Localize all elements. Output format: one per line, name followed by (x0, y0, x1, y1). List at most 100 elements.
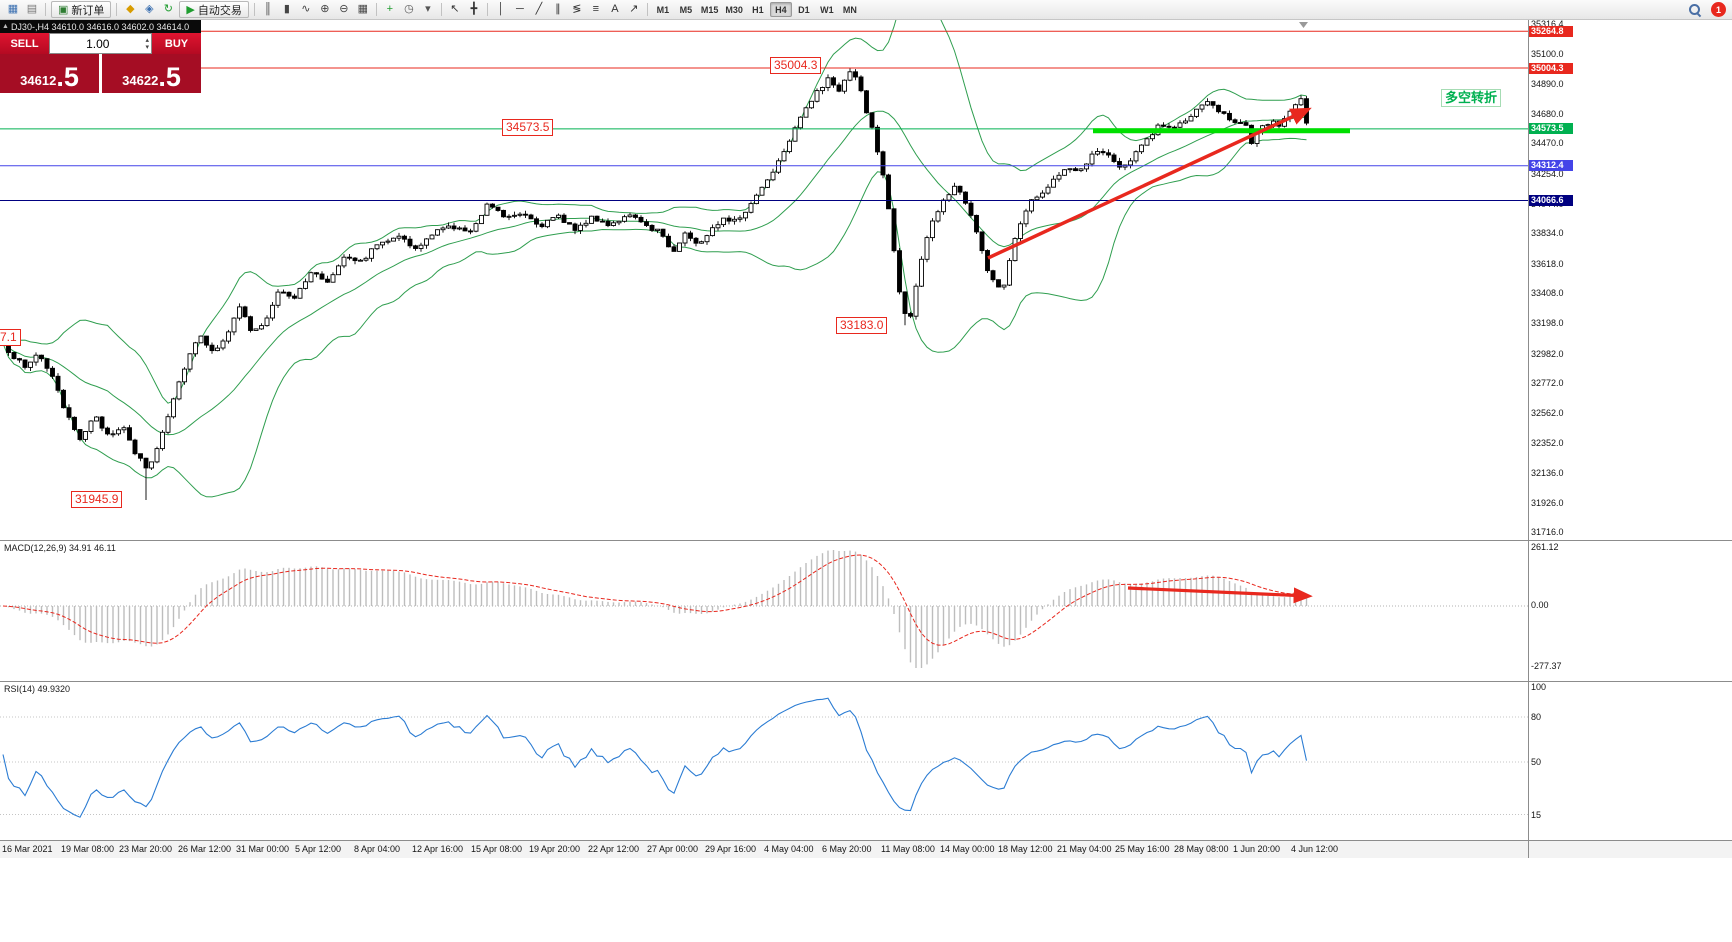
volume-field: ▴ ▾ (49, 33, 152, 54)
time-axis-label: 19 Apr 20:00 (529, 844, 581, 854)
timeframe-d1-button[interactable]: D1 (798, 4, 810, 15)
price-axis-tick: 32772.0 (1531, 378, 1564, 388)
candlestick-chart-icon[interactable]: ▮ (283, 3, 290, 15)
text-icon[interactable]: A (611, 3, 619, 15)
timeframe-h4-button[interactable]: H4 (769, 2, 792, 17)
rsi-axis-label: 50 (1531, 757, 1542, 767)
macd-flat-arrow[interactable] (1127, 586, 1313, 604)
timeframe-w1-button[interactable]: W1 (820, 4, 834, 15)
chart-symbol-bar[interactable]: ▲ DJ30-,H4 34610.0 34616.0 34602.0 34614… (0, 20, 201, 33)
zoom-out-icon[interactable]: ⊖ (339, 3, 349, 15)
new-order-button-label: 新订单 (71, 4, 105, 17)
price-axis-tick: 34470.0 (1531, 138, 1564, 148)
tile-windows-icon[interactable]: ▦ (357, 3, 369, 15)
timeframe-h1-button[interactable]: H1 (752, 4, 764, 15)
magnifier-glyph (1688, 3, 1701, 16)
market-watch-icon[interactable]: ◆ (126, 3, 135, 15)
time-axis-label: 28 May 08:00 (1174, 844, 1229, 854)
buy-price-main: 34622 (122, 73, 159, 88)
volume-decrease-icon[interactable]: ▾ (145, 43, 149, 51)
price-label-box[interactable]: 33183.0 (836, 317, 888, 334)
macd-indicator-label: MACD(12,26,9) 34.91 46.11 (4, 543, 116, 553)
new-order-button[interactable]: ▣ 新订单 (51, 1, 112, 18)
notification-badge[interactable]: 1 (1711, 2, 1726, 17)
price-label-box[interactable]: 31945.9 (71, 491, 123, 508)
volume-input[interactable] (50, 36, 146, 51)
sell-button[interactable]: SELL (0, 33, 49, 54)
buy-price-fraction: .5 (158, 62, 181, 92)
price-axis-badge: 35264.8 (1529, 26, 1573, 37)
price-axis-tick: 34890.0 (1531, 79, 1564, 89)
time-axis-strip[interactable] (0, 841, 1732, 858)
price-label-box[interactable]: 7.1 (0, 329, 21, 346)
auto-trading-button[interactable]: ▶ 自动交易 (179, 1, 249, 18)
line-chart-icon[interactable]: ∿ (301, 3, 311, 15)
time-axis-label: 4 May 04:00 (764, 844, 814, 854)
profiles-icon[interactable]: ▤ (26, 3, 38, 15)
new-chart-icon[interactable]: ▦ (7, 3, 19, 15)
price-axis-tick: 32982.0 (1531, 349, 1564, 359)
toolbar-separator (116, 3, 118, 16)
time-axis-label: 23 Mar 20:00 (119, 844, 173, 854)
new-order-icon: ▣ (58, 4, 69, 16)
volume-increase-icon[interactable]: ▴ (145, 36, 149, 44)
price-axis-badge: 34066.6 (1529, 195, 1573, 206)
price-label-box[interactable]: 34573.5 (502, 119, 554, 136)
templates-icon[interactable]: ▾ (425, 3, 431, 15)
price-axis-tick: 33834.0 (1531, 228, 1564, 238)
one-click-trading-panel: ▲ DJ30-,H4 34610.0 34616.0 34602.0 34614… (0, 20, 201, 93)
shapes-icon[interactable]: ≡ (592, 3, 600, 15)
timeframe-m5-button[interactable]: M5 (679, 4, 693, 15)
rsi-axis-label: 15 (1531, 810, 1542, 820)
indicators-icon[interactable]: + (386, 3, 394, 15)
chart-ohlc-text: DJ30-,H4 34610.0 34616.0 34602.0 34614.0 (10, 21, 190, 32)
timeframe-m30-button[interactable]: M30 (725, 4, 743, 15)
price-axis-tick: 32352.0 (1531, 438, 1564, 448)
time-axis-label: 22 Apr 12:00 (588, 844, 640, 854)
sell-price-display[interactable]: 34612.5 (0, 54, 99, 93)
zoom-in-icon[interactable]: ⊕ (320, 3, 330, 15)
time-axis-label: 29 Apr 16:00 (705, 844, 757, 854)
cursor-icon[interactable]: ↖ (450, 3, 460, 15)
fibonacci-icon[interactable]: ≶ (572, 3, 582, 15)
price-axis-badge: 34312.4 (1529, 160, 1573, 171)
time-axis-label: 12 Apr 16:00 (412, 844, 464, 854)
sell-button-label: SELL (10, 37, 39, 50)
time-axis-label: 4 Jun 12:00 (1291, 844, 1339, 854)
candles (0, 67, 1309, 500)
annotation-note[interactable]: 多空转折 (1441, 89, 1502, 107)
refresh-icon[interactable]: ↻ (163, 3, 174, 15)
arrows-icon[interactable]: ↗ (629, 3, 639, 15)
crosshair-icon[interactable]: ╋ (470, 3, 478, 15)
horizontal-line-icon[interactable]: ─ (515, 3, 524, 15)
periods-icon[interactable]: ◷ (404, 3, 414, 15)
vertical-line-icon[interactable]: │ (497, 3, 505, 15)
timeframe-mn-button[interactable]: MN (842, 4, 857, 15)
chart-shift-marker[interactable] (1299, 22, 1308, 28)
collapse-panel-icon[interactable]: ▲ (2, 23, 9, 30)
time-axis-label: 16 Mar 2021 (2, 844, 53, 854)
price-label-box[interactable]: 35004.3 (770, 57, 822, 74)
bullish-trend-arrow[interactable] (987, 107, 1312, 260)
price-axis-tick: 32136.0 (1531, 468, 1564, 478)
sell-price-main: 34612 (20, 73, 57, 88)
buy-price-display[interactable]: 34622.5 (102, 54, 201, 93)
timeframe-m15-button[interactable]: M15 (700, 4, 719, 15)
toolbar-separator (646, 3, 648, 16)
data-window-icon[interactable]: ◈ (145, 3, 154, 15)
trendline-icon[interactable]: ╱ (535, 3, 543, 15)
timeframe-m1-button[interactable]: M1 (656, 4, 670, 15)
buy-button-label: BUY (164, 37, 189, 50)
search-icon[interactable] (1685, 2, 1703, 18)
bar-chart-icon[interactable]: ║ (263, 3, 272, 15)
channel-icon[interactable]: ∥ (555, 3, 561, 15)
time-axis-label: 31 Mar 00:00 (236, 844, 290, 854)
time-axis-label: 15 Apr 08:00 (471, 844, 523, 854)
macd-axis-label: -277.37 (1531, 661, 1562, 671)
toolbar-separator (440, 3, 442, 16)
macd-signal-line (2, 554, 1307, 646)
macd-histogram (7, 550, 1308, 668)
buy-button[interactable]: BUY (152, 33, 201, 54)
